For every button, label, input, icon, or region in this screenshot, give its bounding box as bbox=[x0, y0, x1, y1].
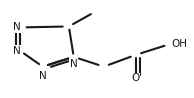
Text: N: N bbox=[70, 59, 78, 69]
Text: N: N bbox=[39, 71, 47, 81]
Text: N: N bbox=[13, 22, 20, 32]
Text: O: O bbox=[132, 73, 140, 83]
Text: N: N bbox=[13, 46, 20, 56]
Text: OH: OH bbox=[172, 39, 188, 49]
